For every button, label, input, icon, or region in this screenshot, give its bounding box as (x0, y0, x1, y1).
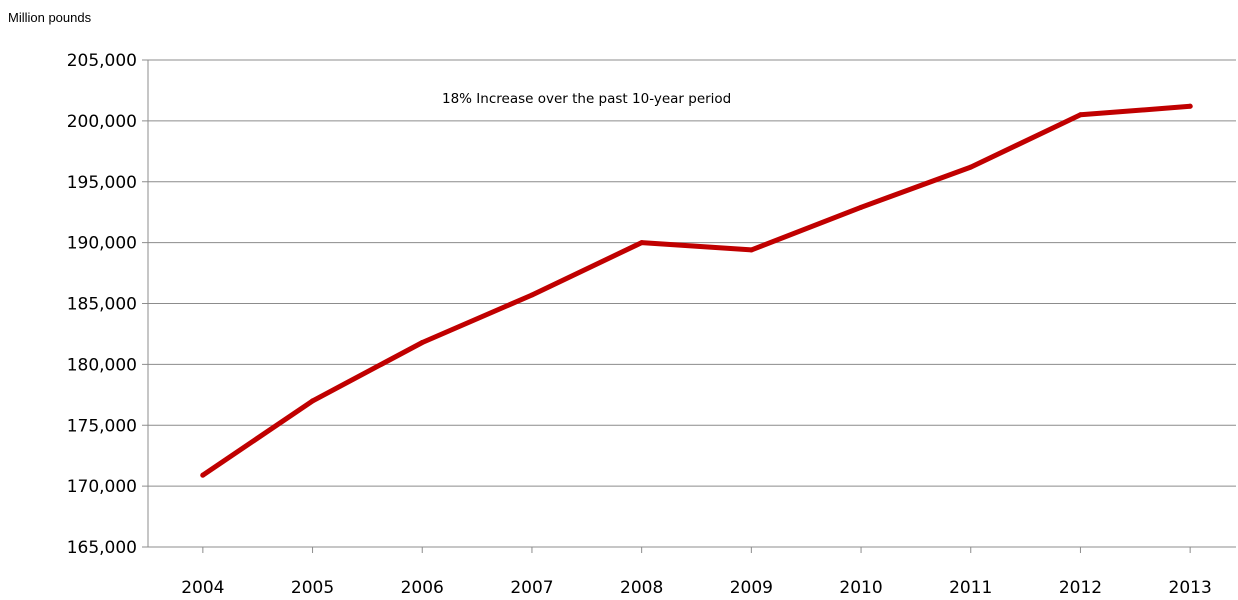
data-point-2005 (310, 398, 316, 404)
x-tick-label: 2008 (620, 578, 663, 598)
x-tick-label: 2012 (1059, 578, 1102, 598)
series-group (200, 103, 1193, 478)
y-tick-label: 195,000 (67, 173, 137, 193)
x-tick-label: 2010 (839, 578, 882, 598)
axes (142, 59, 1236, 553)
data-point-2009 (748, 247, 754, 253)
x-tick-label: 2006 (401, 578, 444, 598)
series-line-0 (200, 103, 1193, 478)
data-point-2011 (968, 164, 974, 170)
data-point-2012 (1077, 112, 1083, 118)
x-tick-label: 2013 (1169, 578, 1212, 598)
y-tick-label: 185,000 (67, 295, 137, 315)
gridlines (148, 59, 1236, 487)
data-point-2004 (200, 472, 206, 478)
chart-annotation: 18% Increase over the past 10-year perio… (442, 91, 731, 107)
x-tick-label: 2004 (181, 578, 224, 598)
y-tick-label: 180,000 (67, 355, 137, 375)
y-tick-label: 200,000 (67, 112, 137, 132)
y-tick-label: 170,000 (67, 477, 137, 497)
data-point-2007 (529, 292, 535, 298)
data-point-2006 (419, 339, 425, 345)
x-tick-label: 2009 (730, 578, 773, 598)
y-tick-label: 175,000 (67, 416, 137, 436)
y-axis-unit-label: Million pounds (8, 10, 92, 25)
x-tick-label: 2007 (510, 578, 553, 598)
y-tick-label: 205,000 (67, 51, 137, 71)
data-point-2010 (858, 204, 864, 210)
y-axis-tick-labels: 165,000 170,000 175,000 180,000 185,000 190,0… (67, 51, 137, 558)
x-axis-tick-labels: 2004 2005 2006 2007 2008 2009 2010 2011 2012 2013 (181, 578, 1212, 598)
x-tick-label: 2005 (291, 578, 334, 598)
data-point-2013 (1187, 103, 1193, 109)
y-tick-label: 165,000 (67, 538, 137, 558)
data-point-2008 (639, 240, 645, 246)
x-tick-label: 2011 (949, 578, 992, 598)
y-tick-label: 190,000 (67, 234, 137, 254)
